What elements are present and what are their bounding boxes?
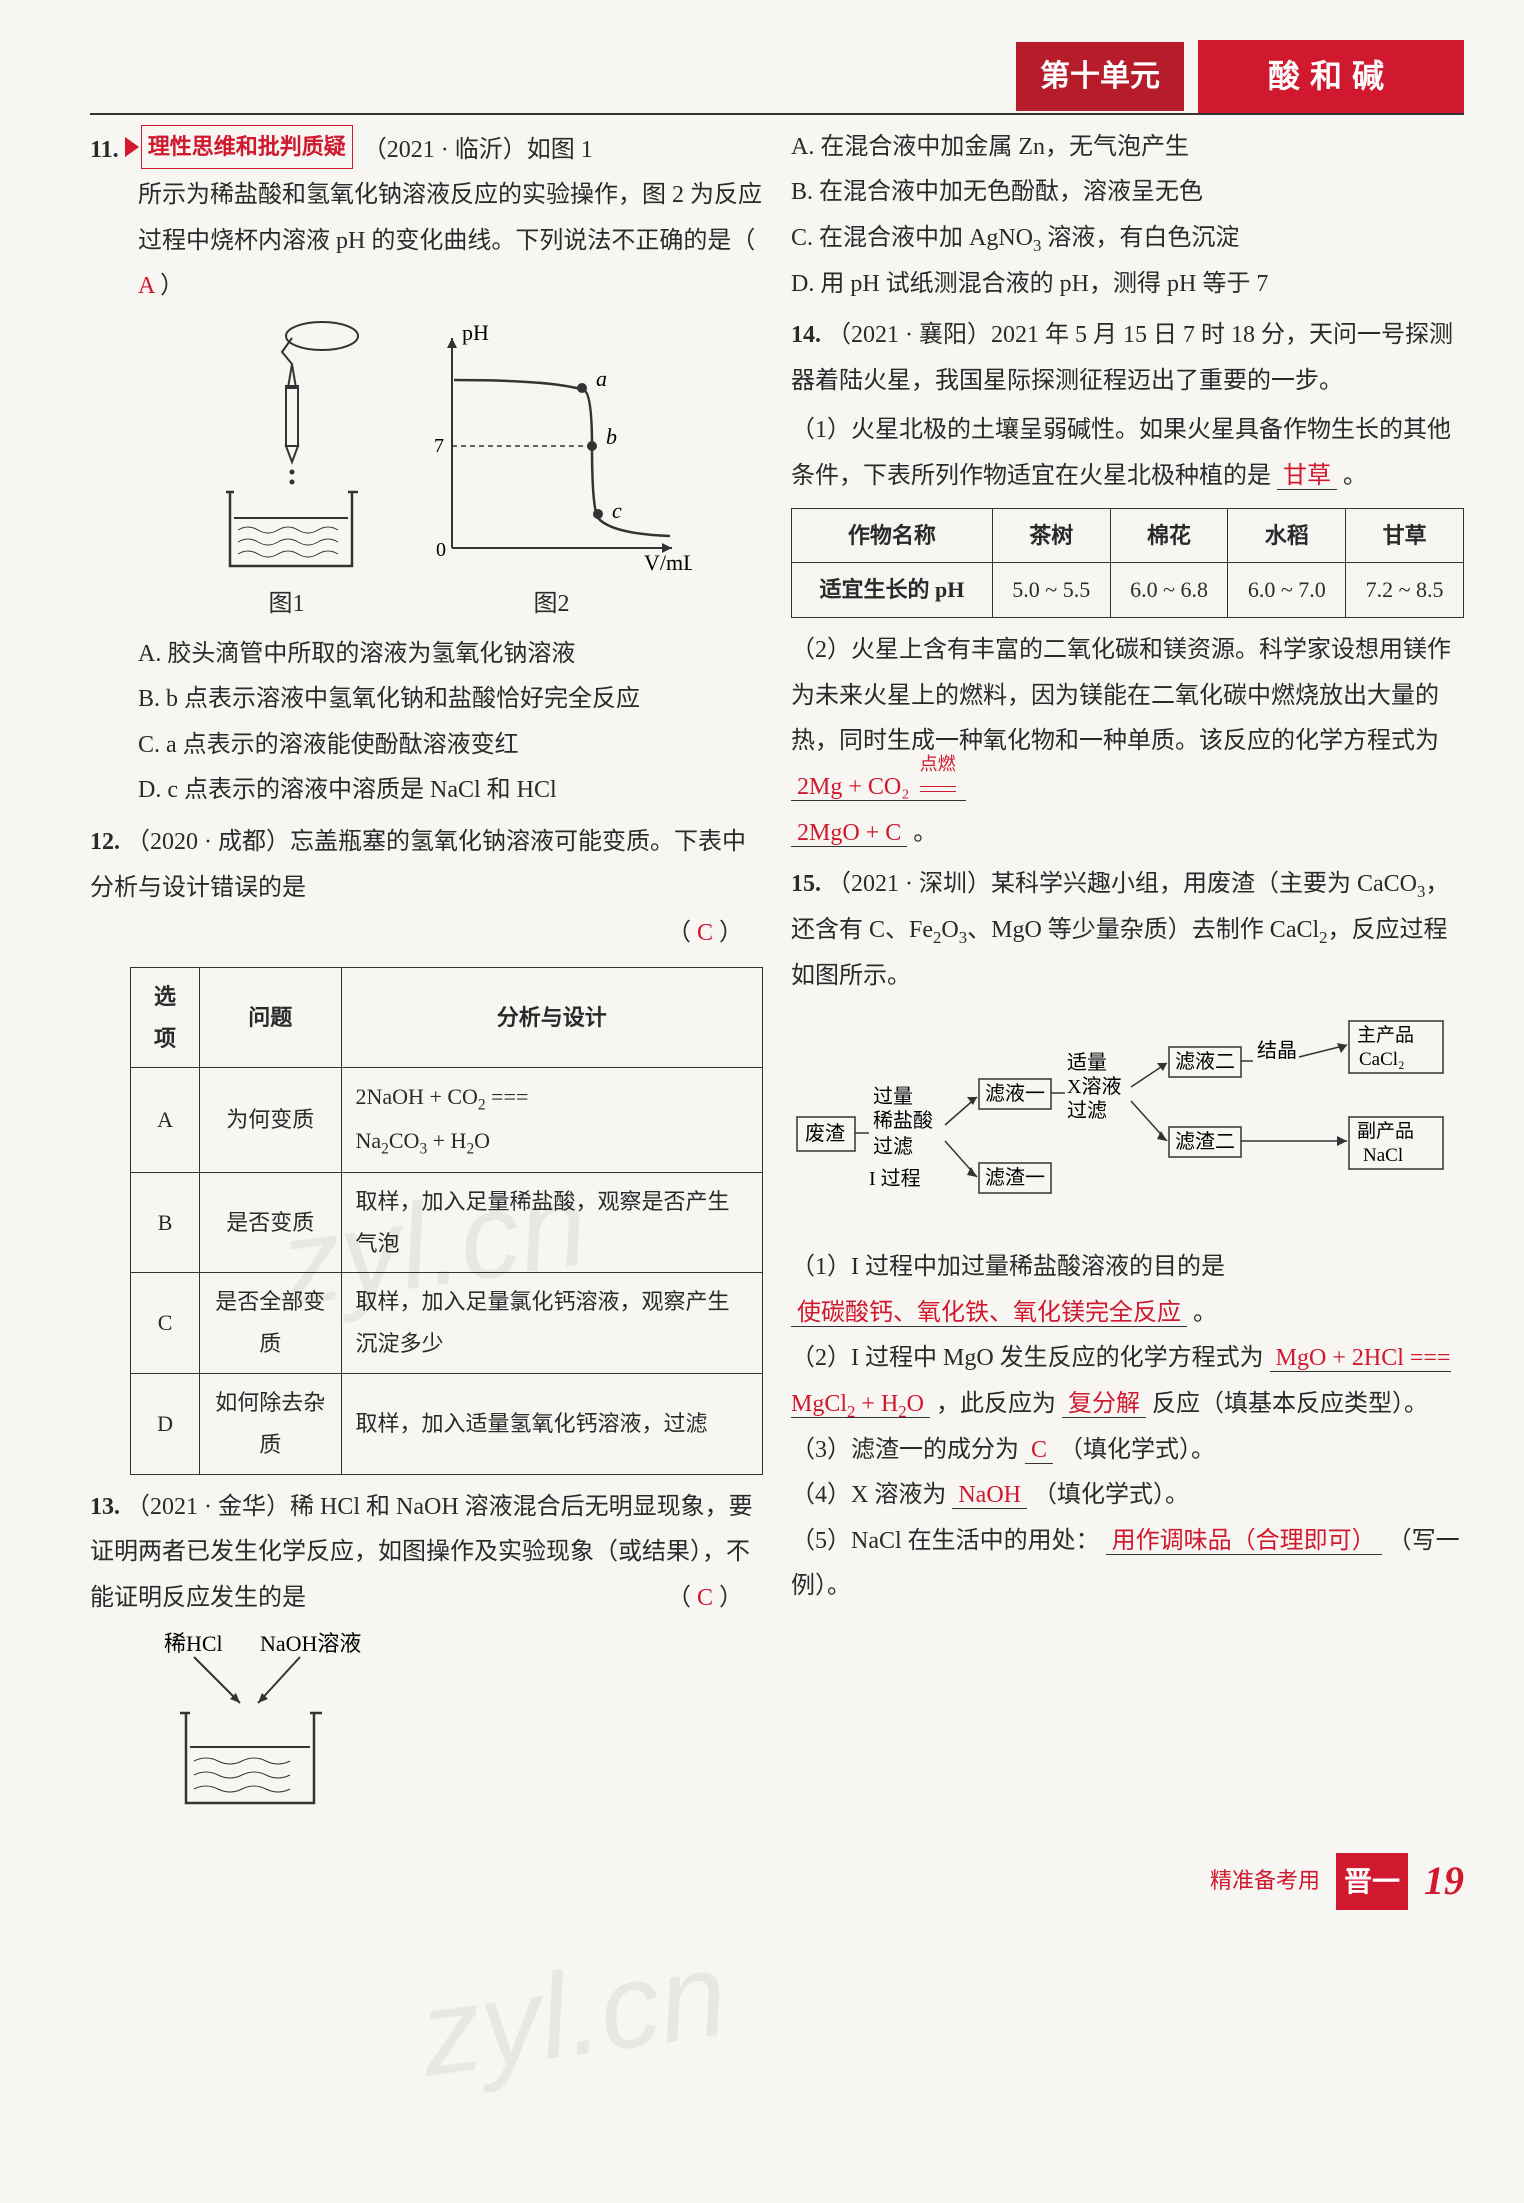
q12-h2: 分析与设计: [341, 967, 762, 1068]
q13-optD: D. 用 pH 试纸测混合液的 pH，测得 pH 等于 7: [791, 262, 1464, 308]
q12-num: 12.: [90, 829, 120, 855]
svg-text:滤渣二: 滤渣二: [1175, 1130, 1235, 1153]
q12-h0: 选项: [131, 967, 200, 1068]
q14-num: 14.: [791, 322, 821, 348]
svg-text:过滤: 过滤: [873, 1135, 913, 1158]
q13-optC: C. 在混合液中加 AgNO3 溶液，有白色沉淀: [791, 216, 1464, 262]
y7: 7: [434, 435, 444, 457]
q14-table: 作物名称 茶树 棉花 水稻 甘草 适宜生长的 pH 5.0 ~ 5.5 6.0 …: [791, 508, 1464, 619]
fig1-label: 图1: [192, 582, 382, 628]
q12-h1: 问题: [200, 967, 341, 1068]
y-axis-label: pH: [462, 320, 489, 345]
unit-header: 第十单元 酸和碱: [90, 40, 1464, 115]
q12-answer: C: [697, 920, 713, 946]
q15-p3: （3）滤渣一的成分为 C （填化学式）。: [791, 1428, 1464, 1474]
q11-figures: 图1 pH V/mL 0 7: [120, 318, 763, 628]
svg-text:NaCl: NaCl: [1363, 1145, 1403, 1166]
svg-text:副产品: 副产品: [1357, 1120, 1414, 1142]
origin: 0: [436, 539, 446, 561]
svg-text:过量: 过量: [873, 1085, 913, 1108]
q15-num: 15.: [791, 871, 821, 897]
footer-brand: 晋一: [1336, 1853, 1408, 1910]
figure-2-graph: pH V/mL 0 7 a b c: [412, 318, 692, 578]
q11-answer: A: [138, 273, 154, 299]
question-13: 13. （2021 · 金华）稀 HCl 和 NaOH 溶液混合后无明显现象，要…: [90, 1485, 763, 1818]
q15-ans5: 用作调味品（合理即可）: [1106, 1528, 1382, 1555]
q11-optB: B. b 点表示溶液中氢氧化钠和盐酸恰好完全反应: [90, 677, 763, 723]
fig2-label: 图2: [412, 582, 692, 628]
arrow-icon: [125, 137, 139, 157]
q11-num: 11.: [90, 137, 119, 163]
q14-ans1: 甘草: [1277, 463, 1337, 490]
figure-1-beaker: [192, 318, 382, 578]
q11-optA: A. 胶头滴管中所取的溶液为氢氧化钠溶液: [90, 632, 763, 678]
question-11: 11. 理性思维和批判质疑 （2021 · 临沂）如图 1 所示为稀盐酸和氢氧化…: [90, 125, 763, 814]
q13-num: 13.: [90, 1494, 120, 1520]
svg-text:适量: 适量: [1067, 1051, 1107, 1074]
q14-source: （2021 · 襄阳）2021 年 5 月 15 日 7 时 18 分，天问一号…: [791, 322, 1453, 394]
q15-p1: （1）I 过程中加过量稀盐酸溶液的目的是 使碳酸钙、氧化铁、氧化镁完全反应 。: [791, 1245, 1464, 1336]
pt-b: b: [606, 424, 617, 449]
svg-text:稀盐酸: 稀盐酸: [873, 1109, 933, 1132]
q15-intro: （2021 · 深圳）某科学兴趣小组，用废渣（主要为 CaCO3，还含有 C、F…: [791, 871, 1449, 988]
svg-text:主产品: 主产品: [1357, 1024, 1414, 1046]
question-15: 15. （2021 · 深圳）某科学兴趣小组，用废渣（主要为 CaCO3，还含有…: [791, 862, 1464, 1610]
unit-tag: 第十单元: [1016, 42, 1184, 111]
q15-ans4: NaOH: [952, 1482, 1027, 1509]
q15-p5: （5）NaCl 在生活中的用处： 用作调味品（合理即可） （写一例）。: [791, 1519, 1464, 1610]
q11-source: （2021 · 临沂）如图 1: [363, 137, 593, 163]
right-column: A. 在混合液中加金属 Zn，无气泡产生 B. 在混合液中加无色酚酞，溶液呈无色…: [791, 125, 1464, 1823]
q13-optA: A. 在混合液中加金属 Zn，无气泡产生: [791, 125, 1464, 171]
svg-text:废渣: 废渣: [805, 1122, 845, 1145]
badge: 理性思维和批判质疑: [125, 125, 353, 169]
q11-optD: D. c 点表示的溶液中溶质是 NaCl 和 HCl: [90, 768, 763, 814]
svg-text:I 过程: I 过程: [869, 1167, 921, 1190]
figure-q13: 稀HCl NaOH溶液: [90, 1627, 410, 1817]
question-12: 12. （2020 · 成都）忘盖瓶塞的氢氧化钠溶液可能变质。下表中分析与设计错…: [90, 820, 763, 1474]
page-number: 19: [1424, 1843, 1464, 1919]
q11-optC: C. a 点表示的溶液能使酚酞溶液变红: [90, 723, 763, 769]
svg-text:滤液一: 滤液一: [985, 1082, 1045, 1105]
page-footer: 精准备考用 晋一 19: [90, 1843, 1464, 1919]
q15-p2: （2）I 过程中 MgO 发生反应的化学方程式为 MgO + 2HCl === …: [791, 1336, 1464, 1427]
q11-body: 所示为稀盐酸和氢氧化钠溶液反应的实验操作，图 2 为反应过程中烧杯内溶液 pH …: [90, 173, 763, 310]
left-column: 11. 理性思维和批判质疑 （2021 · 临沂）如图 1 所示为稀盐酸和氢氧化…: [90, 125, 763, 1823]
pt-a: a: [596, 366, 607, 391]
q13-text: （2021 · 金华）稀 HCl 和 NaOH 溶液混合后无明显现象，要证明两者…: [90, 1494, 753, 1611]
svg-text:过滤: 过滤: [1067, 1099, 1107, 1122]
svg-text:CaCl₂: CaCl₂: [1359, 1049, 1405, 1070]
badge-text: 理性思维和批判质疑: [141, 125, 353, 169]
q14-p2: （2）火星上含有丰富的二氧化碳和镁资源。科学家设想用镁作为未来火星上的燃料，因为…: [791, 628, 1464, 856]
svg-text:结晶: 结晶: [1257, 1039, 1297, 1062]
svg-text:X溶液: X溶液: [1067, 1075, 1121, 1098]
label-hcl: 稀HCl: [164, 1631, 223, 1656]
q12-text: （2020 · 成都）忘盖瓶塞的氢氧化钠溶液可能变质。下表中分析与设计错误的是: [90, 829, 746, 901]
q15-ans1: 使碳酸钙、氧化铁、氧化镁完全反应: [791, 1300, 1187, 1327]
q12-table: 选项 问题 分析与设计 A 为何变质 2NaOH + CO2 ===Na2CO3…: [130, 967, 763, 1475]
question-14: 14. （2021 · 襄阳）2021 年 5 月 15 日 7 时 18 分，…: [791, 313, 1464, 856]
q15-flowchart: 废渣 过量 稀盐酸 过滤 I 过程 滤液一 滤渣一 适量 X溶液 过滤: [791, 1007, 1451, 1237]
svg-text:滤渣一: 滤渣一: [985, 1166, 1045, 1189]
q15-ans2b: 复分解: [1062, 1391, 1146, 1418]
q13-optB: B. 在混合液中加无色酚酞，溶液呈无色: [791, 170, 1464, 216]
footer-motto: 精准备考用: [1210, 1860, 1320, 1902]
q14-ans2: 2Mg + CO₂ 点燃: [791, 774, 966, 801]
q15-p4: （4）X 溶液为 NaOH （填化学式）。: [791, 1473, 1464, 1519]
q15-ans3: C: [1025, 1437, 1053, 1464]
label-naoh: NaOH溶液: [260, 1631, 361, 1656]
pt-c: c: [612, 498, 622, 523]
svg-text:滤液二: 滤液二: [1175, 1050, 1235, 1073]
x-axis-label: V/mL: [644, 550, 692, 575]
unit-title: 酸和碱: [1198, 40, 1464, 113]
watermark-2: zyl.cn: [406, 1880, 741, 2148]
q13-answer: C: [697, 1585, 713, 1611]
